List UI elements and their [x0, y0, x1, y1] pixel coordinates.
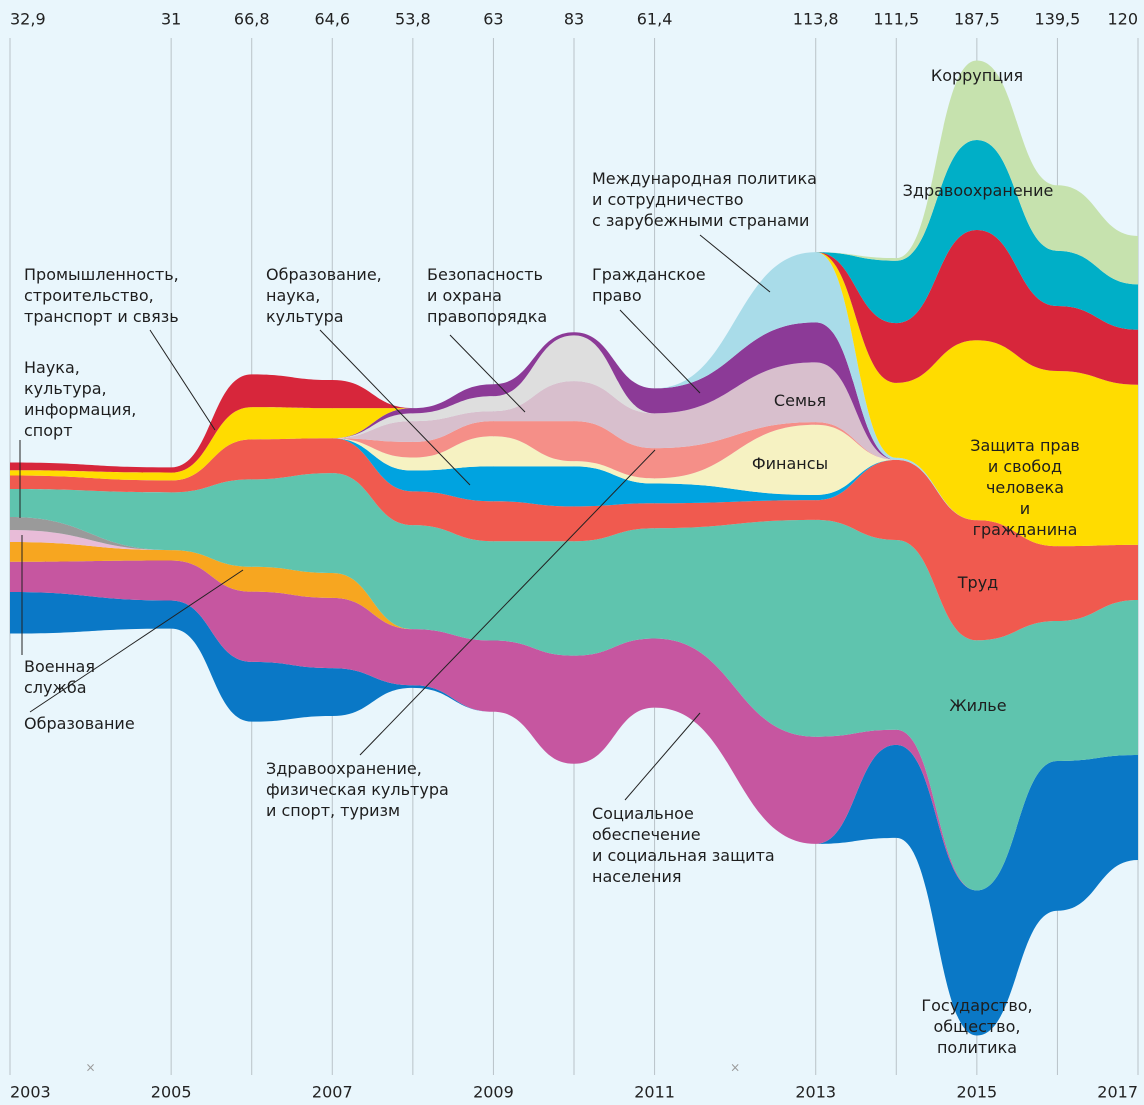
series-label: Коррупция [930, 66, 1024, 85]
series-label: Международная политика и сотрудничество … [592, 169, 817, 230]
total-label: 139,5 [1035, 10, 1081, 29]
leader-line [359, 449, 656, 756]
gap-mark: × [730, 1061, 740, 1075]
series-label: Здравоохранение [902, 181, 1054, 200]
total-label: 61,4 [637, 10, 673, 29]
series-label: Финансы [751, 454, 829, 473]
areas [10, 60, 1138, 1036]
stream-area [10, 473, 1138, 891]
total-label: 83 [564, 10, 584, 29]
series-label: Социальное обеспечение и социальная защи… [592, 804, 775, 886]
total-label: 113,8 [793, 10, 839, 29]
series-label: Гражданское право [592, 265, 706, 305]
total-label: 32,9 [10, 10, 46, 29]
leaders [19, 234, 771, 801]
stream-area [10, 424, 1138, 547]
stream-area [10, 438, 1138, 641]
stream-area [10, 335, 1138, 547]
total-label: 64,6 [314, 10, 350, 29]
series-label: Труд [957, 573, 999, 592]
series-label: Здравоохранение, физическая культура и с… [266, 759, 449, 820]
gap-mark: × [86, 1061, 96, 1075]
series-label: Промышленность, строительство, транспорт… [24, 265, 179, 326]
stream-area [10, 560, 1138, 891]
series-label: Государство, общество, политика [921, 996, 1033, 1057]
series-label: Безопасность и охрана правопорядка [427, 265, 548, 326]
total-label: 66,8 [234, 10, 270, 29]
leader-line [449, 334, 526, 413]
total-label: 53,8 [395, 10, 431, 29]
stream-area [10, 252, 1138, 547]
series-label: Семья [773, 391, 827, 410]
leader-line [149, 329, 216, 431]
leader-line [699, 234, 771, 293]
axis-labels: 32,9 31 66,8 64,6 53,8 63 83 61,4 113,8 111,5 187,… [10, 10, 1138, 1102]
stream-area [10, 362, 1138, 547]
total-label: 187,5 [954, 10, 1000, 29]
total-label: 31 [161, 10, 181, 29]
stream-area [10, 230, 1138, 473]
series-label: Жилье [949, 696, 1007, 715]
leader-line [624, 712, 701, 801]
total-label: 111,5 [873, 10, 919, 29]
leader-line [619, 309, 701, 394]
stream-area [10, 591, 1138, 1036]
series-label: Защита прав и свобод человека и граждани… [970, 436, 1080, 539]
stream-area [10, 438, 1138, 547]
leader-line [319, 329, 471, 486]
series-label: Наука, культура, информация, спорт [24, 358, 137, 440]
x-tick-label: 2009 [473, 1083, 514, 1102]
total-label: 120 [1107, 10, 1138, 29]
leader-line [29, 569, 244, 713]
stream-area [10, 421, 1138, 547]
x-tick-label: 2015 [956, 1083, 997, 1102]
series-label: Образование [24, 714, 135, 733]
series-label: Военная служба [24, 657, 95, 697]
x-tick-label: 2003 [10, 1083, 51, 1102]
x-tick-label: 2017 [1097, 1083, 1138, 1102]
x-tick-label: 2013 [795, 1083, 836, 1102]
stream-area [10, 140, 1138, 468]
x-tick-label: 2011 [634, 1083, 675, 1102]
total-label: 63 [483, 10, 503, 29]
x-tick-label: 2007 [312, 1083, 353, 1102]
series-label: Образование, наука, культура [266, 265, 382, 326]
x-tick-label: 2005 [151, 1083, 192, 1102]
